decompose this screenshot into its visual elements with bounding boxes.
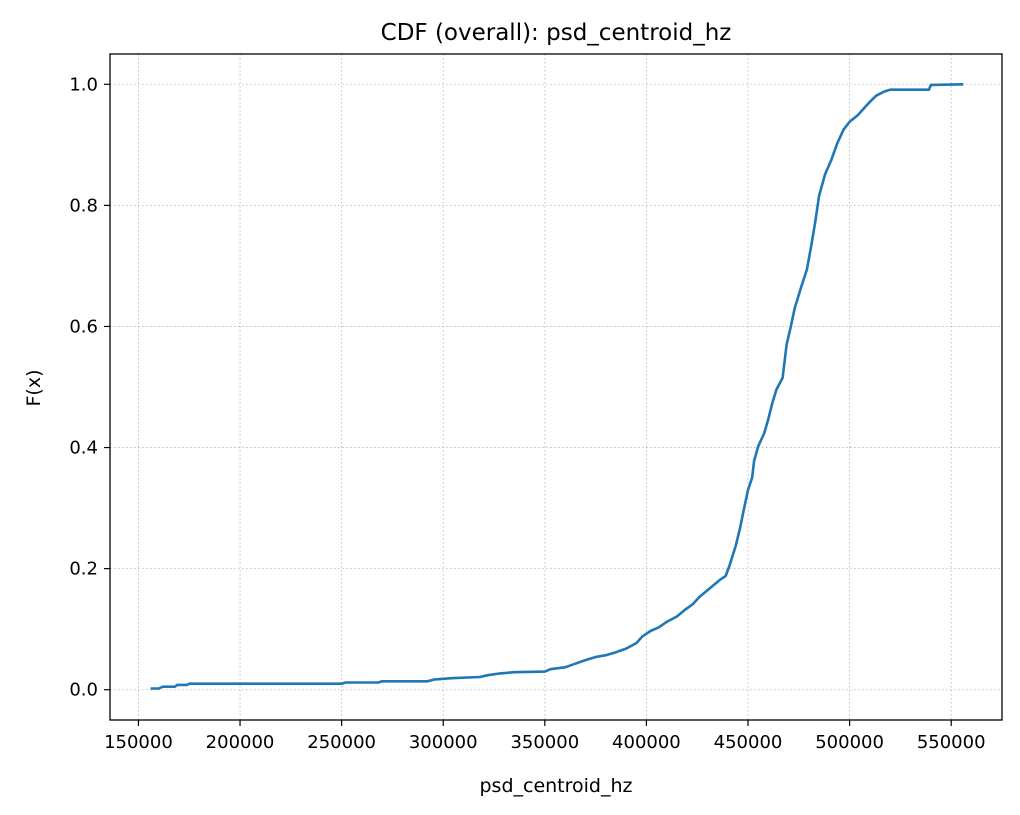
x-axis-label: psd_centroid_hz [479,775,632,797]
x-tick-label: 300000 [409,732,478,753]
x-tick-label: 400000 [612,732,681,753]
x-tick-label: 500000 [815,732,884,753]
y-tick-label: 1.0 [69,74,98,95]
x-tick-label: 450000 [714,732,783,753]
x-tick-label: 550000 [917,732,986,753]
x-axis-ticks: 150000 200000 250000 300000 350000 400000 4500… [104,720,986,753]
x-tick-label: 350000 [510,732,579,753]
x-tick-label: 150000 [104,732,173,753]
y-tick-label: 0.4 [69,438,98,459]
y-axis-label: F(x) [23,370,45,407]
plot-frame [109,53,1003,721]
x-tick-label: 200000 [206,732,275,753]
x-tick-label: 250000 [307,732,376,753]
grid [110,54,1002,720]
y-tick-label: 0.8 [69,195,98,216]
cdf-line [150,83,964,690]
chart-title: CDF (overall): psd_centroid_hz [381,20,732,46]
y-tick-label: 0.6 [69,316,98,337]
series-group [150,83,964,690]
y-tick-label: 0.0 [69,680,98,701]
y-axis-ticks: 0.0 0.2 0.4 0.6 0.8 1.0 [69,74,110,701]
y-tick-label: 0.2 [69,559,98,580]
